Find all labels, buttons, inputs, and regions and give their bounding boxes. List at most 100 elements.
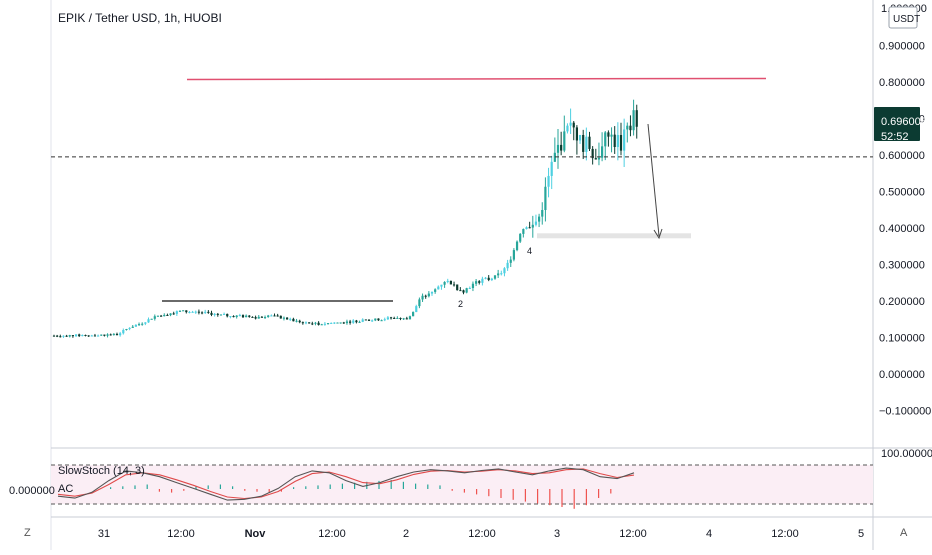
candle-body [601,146,604,158]
candle-body [210,312,213,315]
ac-bar [232,486,234,489]
time-tick-label: 12:00 [468,528,496,540]
candle-body [112,333,115,335]
ac-bar [354,482,356,489]
candle-body [163,314,166,317]
candle-body [478,281,481,283]
candle-body [610,134,613,137]
time-axis-labels: 31 12:00 Nov 12:00 2 12:00 3 12:00 4 12:00 5 [98,528,864,540]
stoch-band [51,465,873,504]
candle-body [254,317,257,319]
price-tick-label: 0.800000 [879,77,925,89]
price-tick-label: 0.600000 [879,150,925,162]
candle-body [512,250,515,260]
candle-body [62,335,65,337]
candle-body [509,259,512,263]
candle-body [553,152,556,162]
auto-scale-button[interactable]: A [900,527,908,539]
time-tick-label: 4 [706,528,712,540]
ac-bar [305,486,307,489]
candle-body [74,334,78,337]
time-tick-label: Nov [245,528,267,540]
time-tick-label: 31 [98,528,110,540]
candle-body [52,335,56,337]
candle-body [106,334,109,336]
ac-bar [293,487,295,489]
candle-body [547,175,550,187]
candle-body [200,312,204,314]
ac-bar [500,489,502,498]
candle-body [503,268,506,274]
candle-body [371,320,374,322]
currency-button[interactable]: USDT [888,6,920,29]
candle-body [298,320,301,323]
time-tick-label: 3 [554,528,560,540]
candle-body [550,161,553,176]
candle-body [434,289,437,292]
candle-body [90,335,93,337]
candle-body [115,333,119,336]
candle-body [276,315,279,317]
ac-bar [171,489,173,493]
candle-body [471,283,475,289]
candle-body [100,334,103,336]
candle-body [399,317,402,319]
ac-bar [585,489,587,506]
candle-body [412,312,415,317]
candle-body [175,311,178,314]
ac-bar [195,486,197,489]
candle-body [289,318,292,320]
price-tick-label: 0.000000 [879,369,925,381]
candle-body [493,275,497,279]
candle-body [295,320,298,322]
candle-body [534,221,538,225]
support-zone [537,233,691,239]
candle-body [421,295,424,300]
candle-body [320,324,323,326]
candle-body [374,318,377,321]
candle-body [604,132,607,147]
ac-bar [488,489,490,497]
candle-body [449,280,452,285]
candle-body [336,322,339,324]
candle-body [78,334,81,337]
ac-bar [390,480,392,489]
candle-body [308,322,311,324]
candle-body [342,322,345,324]
candle-body [260,316,263,318]
candle-body [572,122,575,128]
candle-body [304,322,308,324]
candle-body [257,316,260,319]
candle-body [172,313,175,315]
candle-body [566,125,569,132]
candle-body [522,229,525,234]
candle-body [591,148,594,159]
candle-body [245,315,248,318]
ac-title: AC [58,483,73,495]
candle-body [556,144,560,153]
candle-body [619,134,623,151]
ac-bar [244,489,246,491]
stoch-lines [57,467,635,501]
ac-bar [207,485,209,489]
candle-body [137,324,141,326]
candle-body [538,216,541,222]
candle-body [141,323,144,325]
candle-body [279,315,282,319]
candle-body [569,122,572,126]
currency-button-label: USDT [893,14,920,25]
candle-body [197,311,200,313]
candle-body [393,317,396,319]
indicator-left-value: 0.000000 [9,485,55,497]
candle-body [352,320,355,323]
candle-body [560,144,563,151]
candle-body [582,134,585,152]
ac-bar [402,481,404,489]
timezone-button[interactable]: Z [24,527,31,539]
candle-body [109,334,112,336]
candle-body [317,322,320,325]
ac-bar [280,489,282,492]
ac-bar [183,489,185,491]
ac-bar [122,486,124,489]
